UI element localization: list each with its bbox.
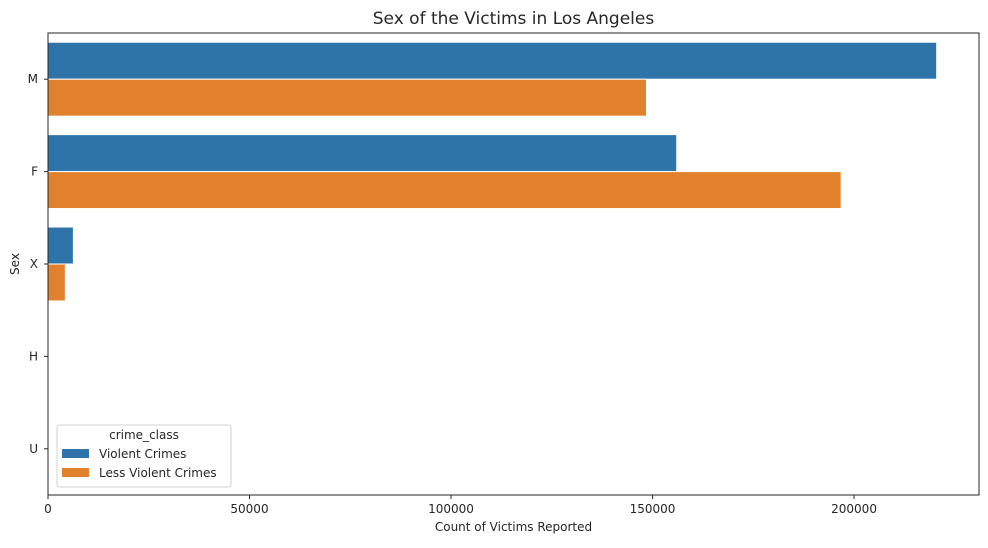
- y-tick-label: U: [29, 442, 38, 456]
- y-tick-label: F: [31, 165, 38, 179]
- legend: crime_class Violent Crimes Less Violent Cr…: [56, 424, 232, 488]
- legend-box: [56, 424, 232, 488]
- x-axis-ticks: 0 50000 100000 150000 200000: [44, 495, 877, 516]
- bars-layer: [47, 41, 938, 302]
- x-axis-label: Count of Victims Reported: [435, 520, 592, 534]
- legend-entry-label: Less Violent Crimes: [99, 466, 217, 480]
- bar-M-violent-crimes: [47, 41, 938, 80]
- chart-title: Sex of the Victims in Los Angeles: [373, 9, 655, 29]
- y-axis-label: Sex: [8, 253, 22, 275]
- x-tick-label: 200000: [831, 502, 877, 516]
- x-tick-label: 50000: [230, 502, 268, 516]
- y-tick-label: M: [28, 72, 38, 86]
- legend-swatch: [62, 449, 89, 458]
- bar-X-violent-crimes: [47, 226, 74, 265]
- bar-F-violent-crimes: [47, 134, 678, 173]
- x-tick-label: 150000: [630, 502, 676, 516]
- legend-entry-label: Violent Crimes: [99, 447, 186, 461]
- legend-title: crime_class: [109, 428, 179, 442]
- y-tick-label: H: [29, 349, 38, 363]
- bar-X-less-violent-crimes: [47, 263, 66, 302]
- x-tick-label: 100000: [428, 502, 474, 516]
- y-tick-label: X: [30, 257, 38, 271]
- y-axis-ticks: M F X H U: [28, 72, 48, 456]
- x-tick-label: 0: [44, 502, 52, 516]
- bar-F-less-violent-crimes: [47, 171, 842, 210]
- legend-swatch: [62, 468, 89, 477]
- bar-M-less-violent-crimes: [47, 78, 647, 117]
